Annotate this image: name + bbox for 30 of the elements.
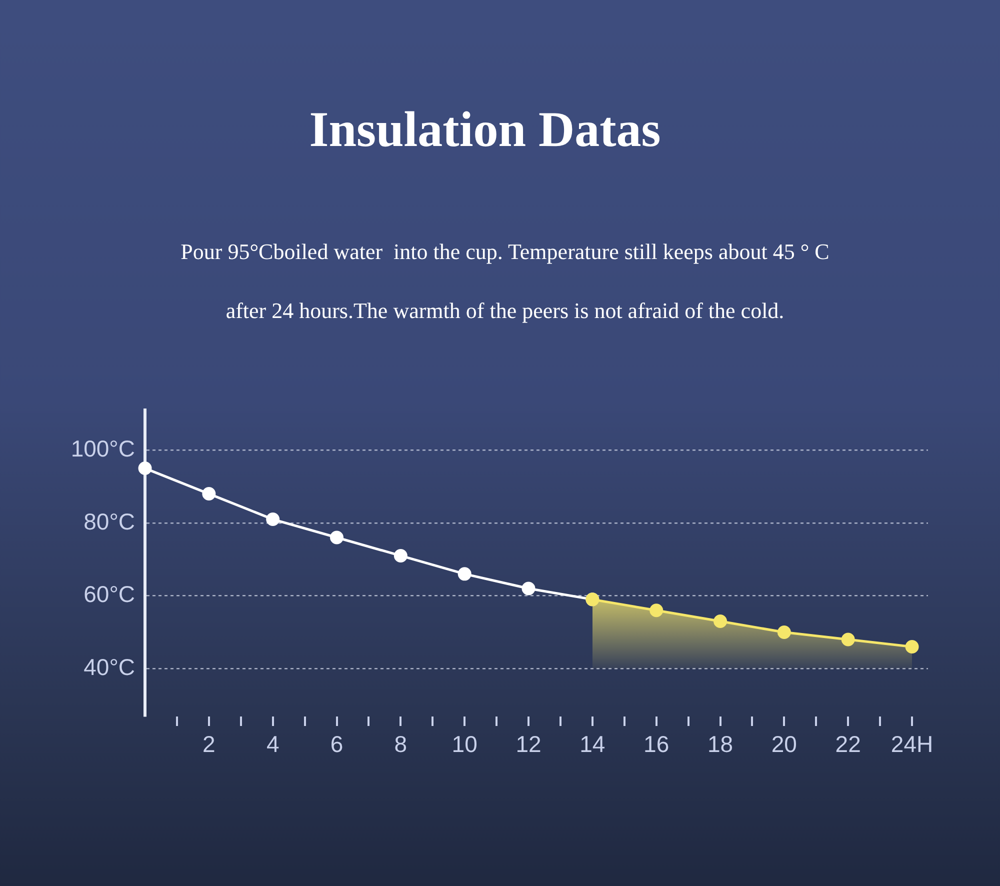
x-tick-label: 20 — [771, 731, 797, 758]
point — [841, 632, 855, 646]
point — [394, 548, 408, 562]
x-tick-label: 2 — [202, 731, 216, 758]
x-tick-label: 16 — [644, 731, 670, 758]
x-tick-label: 6 — [330, 731, 344, 758]
point — [138, 462, 152, 476]
x-tick-label: 12 — [516, 731, 542, 758]
point — [714, 614, 728, 628]
point — [458, 567, 472, 581]
x-tick-label: 8 — [394, 731, 408, 758]
x-tick-label: 24H — [890, 731, 934, 758]
x-tick-label: 4 — [266, 731, 280, 758]
point — [330, 530, 344, 544]
point — [905, 640, 919, 654]
point — [266, 512, 280, 526]
y-tick-label: 80°C — [84, 508, 135, 534]
point — [777, 625, 791, 639]
text: Pour 95°Cboiled water into the cup. Temperature still keeps about 45 ° C after 24 hours.The warmth of the peers is not afraid of the cold. — [180, 239, 830, 323]
y-tick-label: 60°C — [84, 581, 135, 608]
x-tick-label: 14 — [580, 731, 606, 758]
chart-title: Insulation Datas — [308, 100, 662, 158]
point — [650, 604, 664, 618]
y-tick-label: 100°C — [70, 435, 135, 462]
x-tick-label: 10 — [452, 731, 478, 758]
point — [202, 487, 216, 501]
x-tick-label: 22 — [835, 731, 861, 758]
point — [522, 582, 536, 596]
y-tick-label: 40°C — [84, 654, 135, 680]
x-tick-label: 18 — [707, 731, 734, 758]
